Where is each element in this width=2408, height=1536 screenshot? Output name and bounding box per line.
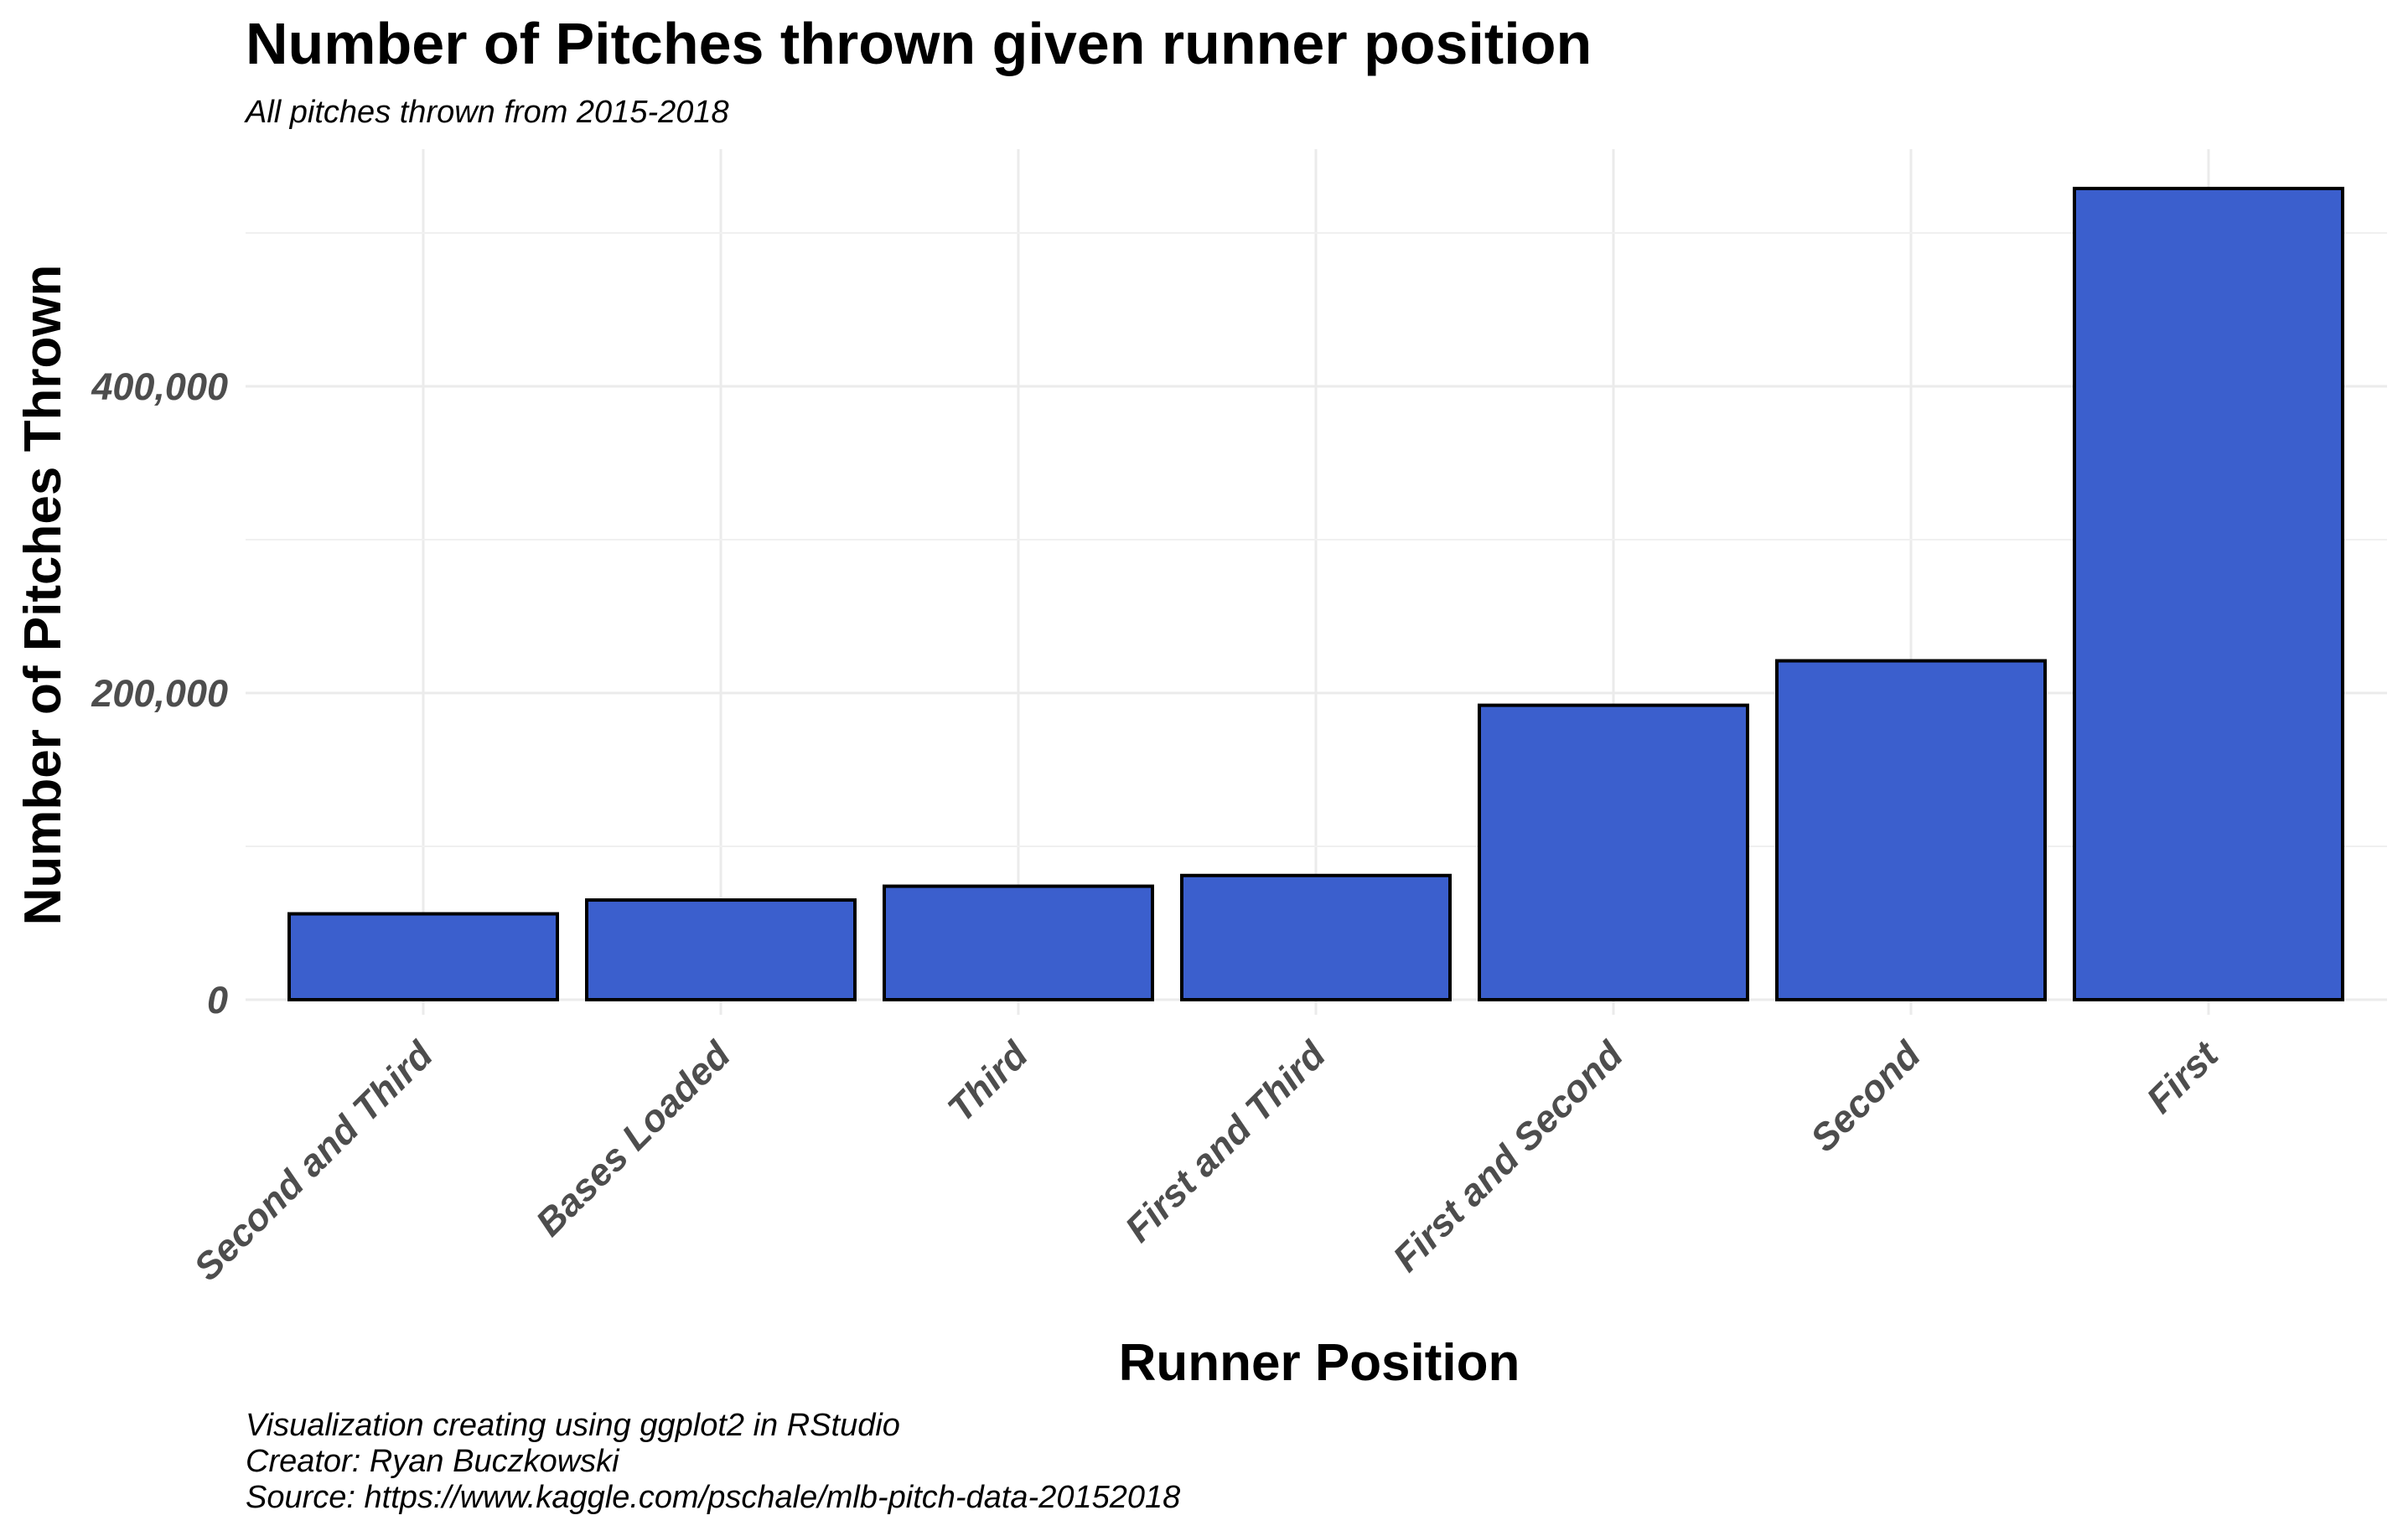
x-axis-title: Runner Position <box>1119 1334 1520 1392</box>
bar <box>585 898 857 1002</box>
y-tick-label: 200,000 <box>91 672 228 715</box>
caption-line-1: Visualization creating using ggplot2 in … <box>246 1408 900 1443</box>
bar <box>287 912 559 1002</box>
bar <box>1180 873 1452 1002</box>
y-axis-title: Number of Pitches Thrown <box>14 265 72 926</box>
chart-title: Number of Pitches thrown given runner po… <box>246 11 1592 76</box>
y-tick-label: 400,000 <box>91 365 228 408</box>
chart-subtitle: All pitches thrown from 2015-2018 <box>244 95 729 130</box>
caption-line-2: Creator: Ryan Buczkowski <box>246 1444 620 1479</box>
bars <box>287 186 2344 1002</box>
bar <box>1478 703 1749 1001</box>
bar <box>2073 186 2344 1001</box>
caption-line-3: Source: https://www.kaggle.com/pschale/m… <box>246 1480 1180 1515</box>
y-tick-label: 0 <box>207 979 228 1021</box>
bar <box>1775 659 2047 1001</box>
bar <box>883 884 1154 1001</box>
y-axis-ticks: 0 200,000 400,000 <box>91 365 228 1021</box>
